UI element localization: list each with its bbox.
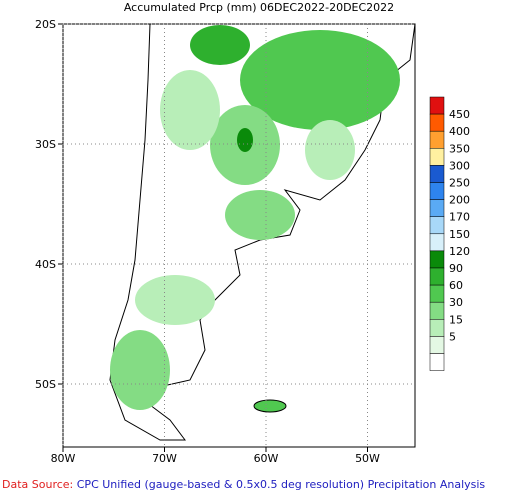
legend-label: 150: [449, 228, 470, 241]
precip-area: [237, 128, 253, 152]
legend-swatch: [429, 250, 445, 269]
legend-label: 90: [449, 262, 463, 275]
legend-swatch: [429, 216, 445, 235]
precip-area: [305, 120, 355, 180]
legend-label: 120: [449, 245, 470, 258]
legend-label: 200: [449, 194, 470, 207]
legend-label: 350: [449, 142, 470, 155]
legend-swatch: [429, 284, 445, 303]
precip-area: [240, 30, 400, 130]
legend-label: 5: [449, 330, 456, 343]
precip-area: [225, 190, 295, 240]
lon-label: 80W: [51, 452, 76, 465]
legend-swatch: [429, 353, 445, 371]
legend-label: 60: [449, 279, 463, 292]
lon-label: 70W: [152, 452, 177, 465]
legend-label: 400: [449, 125, 470, 138]
legend-swatch: [429, 267, 445, 286]
legend-swatch: [429, 130, 445, 149]
legend-swatch: [429, 233, 445, 252]
lat-label: 50S: [35, 378, 56, 391]
legend-swatch: [429, 148, 445, 166]
grid: 20S 30S 40S 50S 80W 70W 60W 50W: [35, 18, 415, 465]
lon-label: 50W: [355, 452, 380, 465]
legend-label: 170: [449, 211, 470, 224]
legend-label: 300: [449, 159, 470, 172]
map: [109, 23, 416, 441]
precip-area: [160, 70, 220, 150]
lat-label: 40S: [35, 258, 56, 271]
footer: Data Source: CPC Unified (gauge-based & …: [2, 478, 485, 491]
source-label: Data Source:: [2, 478, 73, 491]
legend-swatch: [429, 96, 445, 115]
legend-swatch: [429, 165, 445, 183]
precip-area: [110, 330, 170, 410]
legend: 450 400 350 300 250 200 170 150 120 90 60 30 15 5: [429, 96, 470, 371]
legend-label: 15: [449, 313, 463, 326]
legend-swatch: [429, 336, 445, 354]
precip-area: [190, 25, 250, 65]
island: [253, 399, 287, 413]
legend-swatch: [429, 301, 445, 320]
title: Accumulated Prcp (mm) 06DEC2022-20DEC202…: [124, 1, 394, 14]
legend-label: 250: [449, 177, 470, 190]
lat-label: 20S: [35, 18, 56, 31]
legend-label: 30: [449, 296, 463, 309]
legend-swatch: [429, 182, 445, 200]
lat-label: 30S: [35, 138, 56, 151]
legend-swatch: [429, 199, 445, 217]
precip-area: [135, 275, 215, 325]
legend-swatch: [429, 113, 445, 132]
source-text: CPC Unified (gauge-based & 0.5x0.5 deg r…: [77, 478, 486, 491]
legend-label: 450: [449, 108, 470, 121]
lon-label: 60W: [254, 452, 279, 465]
legend-swatch: [429, 319, 445, 337]
